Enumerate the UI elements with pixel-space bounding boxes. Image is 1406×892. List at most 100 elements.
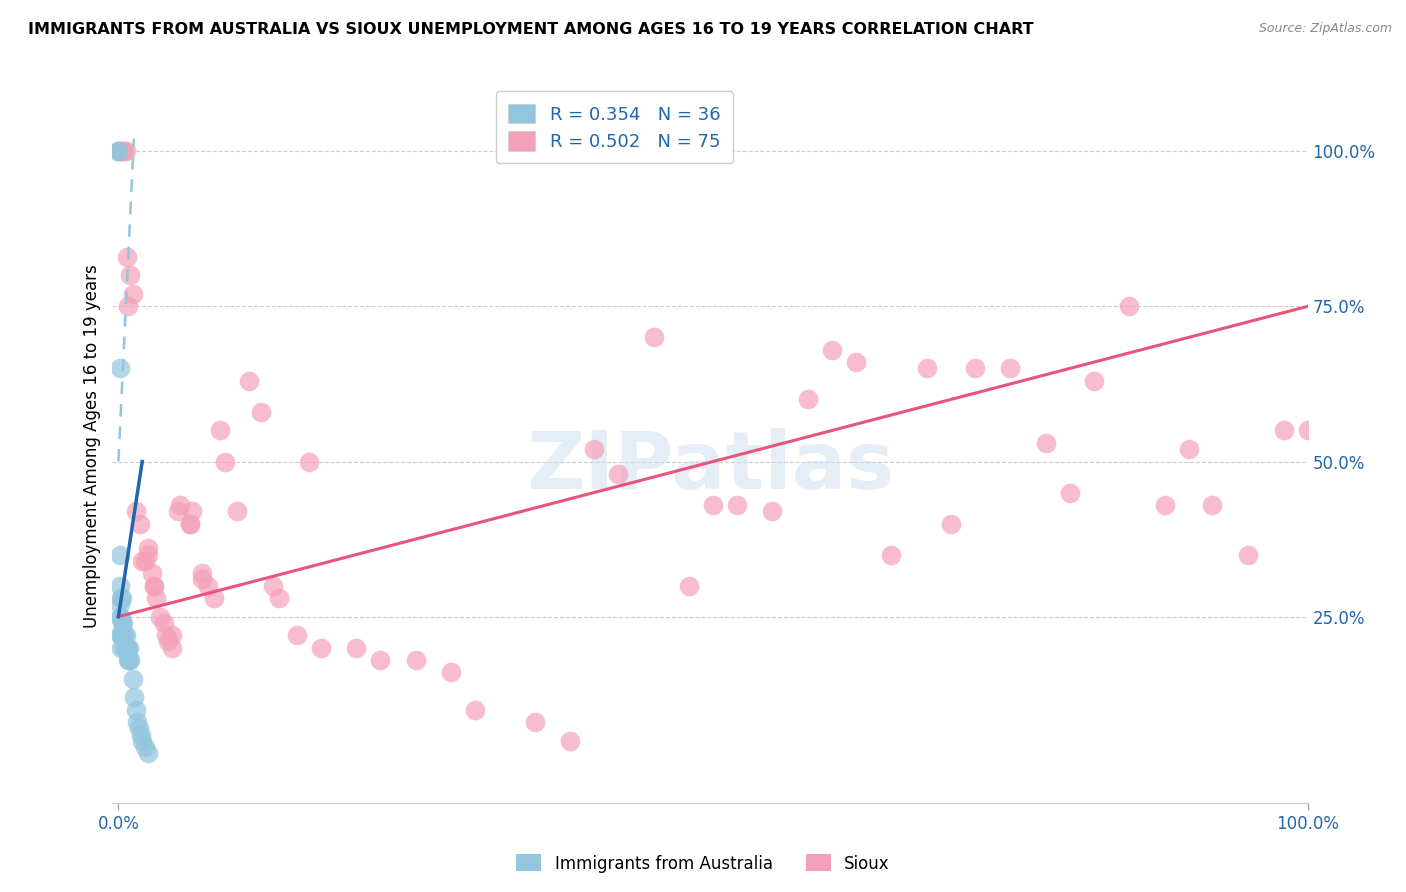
Point xyxy=(262,579,284,593)
Text: Source: ZipAtlas.com: Source: ZipAtlas.com xyxy=(1258,22,1392,36)
Text: ZIPatlas: ZIPatlas xyxy=(526,428,894,507)
Point xyxy=(128,516,150,531)
Point xyxy=(112,628,135,642)
Point xyxy=(131,554,153,568)
Point xyxy=(136,548,159,562)
Point xyxy=(238,374,260,388)
Point xyxy=(134,739,156,754)
Point xyxy=(1177,442,1199,456)
Point xyxy=(169,498,191,512)
Point xyxy=(143,579,166,593)
Point xyxy=(179,516,201,531)
Point xyxy=(1201,498,1223,512)
Point xyxy=(114,640,136,655)
Point xyxy=(121,287,143,301)
Point xyxy=(821,343,844,357)
Point xyxy=(160,640,183,655)
Point xyxy=(120,268,142,283)
Point xyxy=(112,615,135,630)
Point xyxy=(583,442,606,456)
Point xyxy=(112,145,135,159)
Legend: Immigrants from Australia, Sioux: Immigrants from Australia, Sioux xyxy=(509,847,897,880)
Point xyxy=(214,454,236,468)
Point xyxy=(606,467,628,481)
Point xyxy=(143,579,166,593)
Point xyxy=(155,628,177,642)
Point xyxy=(122,690,145,705)
Point xyxy=(118,640,141,655)
Point xyxy=(523,715,546,730)
Point xyxy=(128,722,150,736)
Point xyxy=(368,653,391,667)
Point xyxy=(111,145,134,159)
Point xyxy=(112,640,135,655)
Point xyxy=(120,653,142,667)
Point xyxy=(678,579,700,593)
Point xyxy=(108,145,131,159)
Y-axis label: Unemployment Among Ages 16 to 19 years: Unemployment Among Ages 16 to 19 years xyxy=(83,264,101,628)
Point xyxy=(915,361,938,376)
Point xyxy=(125,703,148,717)
Point xyxy=(107,145,129,159)
Point xyxy=(121,672,143,686)
Point xyxy=(160,628,183,642)
Point xyxy=(963,361,986,376)
Point xyxy=(560,733,582,747)
Point xyxy=(226,504,249,518)
Point xyxy=(1118,299,1140,313)
Point xyxy=(108,548,131,562)
Point xyxy=(1296,424,1319,438)
Point xyxy=(167,504,190,518)
Point xyxy=(440,665,463,680)
Point xyxy=(1059,485,1081,500)
Point xyxy=(141,566,163,581)
Point xyxy=(761,504,783,518)
Point xyxy=(197,579,219,593)
Point xyxy=(118,653,141,667)
Point xyxy=(136,541,159,556)
Point xyxy=(108,628,131,642)
Point xyxy=(190,573,212,587)
Point xyxy=(114,145,136,159)
Point xyxy=(115,640,138,655)
Point xyxy=(129,727,152,741)
Point xyxy=(179,516,201,531)
Point xyxy=(152,615,174,630)
Point xyxy=(108,597,131,611)
Point xyxy=(181,504,204,518)
Point xyxy=(845,355,868,369)
Point xyxy=(117,640,139,655)
Point xyxy=(157,634,180,648)
Point xyxy=(110,591,132,605)
Point xyxy=(110,145,132,159)
Point xyxy=(131,733,153,747)
Point xyxy=(125,504,148,518)
Point xyxy=(111,615,134,630)
Point xyxy=(1035,436,1057,450)
Point xyxy=(108,361,131,376)
Legend: R = 0.354   N = 36, R = 0.502   N = 75: R = 0.354 N = 36, R = 0.502 N = 75 xyxy=(496,91,733,163)
Point xyxy=(405,653,427,667)
Point xyxy=(110,628,132,642)
Point xyxy=(112,145,135,159)
Point xyxy=(1083,374,1105,388)
Point xyxy=(134,554,156,568)
Point xyxy=(108,609,131,624)
Point xyxy=(108,579,131,593)
Point xyxy=(145,591,167,605)
Point xyxy=(880,548,903,562)
Point xyxy=(107,145,129,159)
Point xyxy=(702,498,724,512)
Point xyxy=(298,454,321,468)
Point xyxy=(267,591,290,605)
Point xyxy=(112,628,135,642)
Point xyxy=(149,609,172,624)
Point xyxy=(344,640,367,655)
Point xyxy=(127,715,149,730)
Point xyxy=(464,703,486,717)
Point xyxy=(250,405,273,419)
Point xyxy=(643,330,665,344)
Point xyxy=(1000,361,1022,376)
Point xyxy=(115,250,138,264)
Point xyxy=(939,516,962,531)
